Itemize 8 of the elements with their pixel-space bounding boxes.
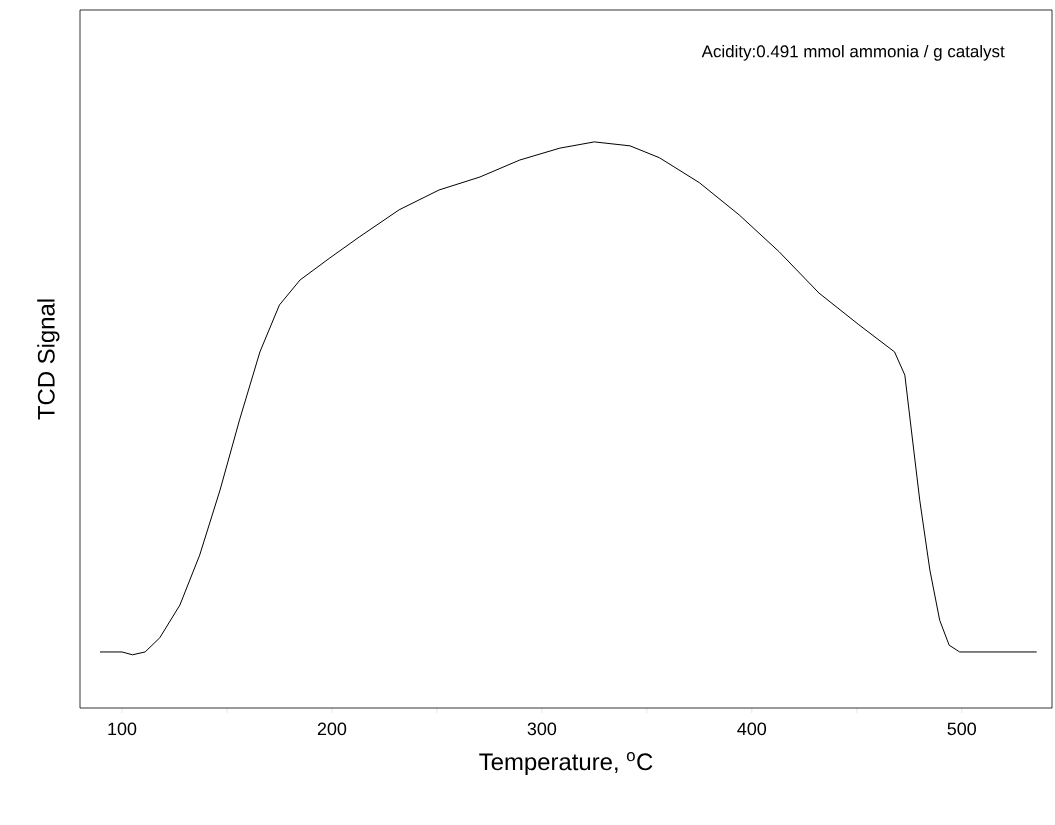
- x-tick-label: 100: [108, 722, 137, 736]
- x-tick-label: 300: [527, 722, 557, 736]
- text: Acidity:0.491 mmol ammonia / g catalyst: [701, 44, 1005, 61]
- x-tick-label: 200: [317, 722, 347, 736]
- x-tick-label: 500: [947, 722, 976, 736]
- y-axis-title: TCD Signal: [37, 299, 60, 420]
- x-axis-title: Temperature, $^{o}$C: [479, 752, 653, 776]
- x-tick-label: 400: [737, 722, 767, 736]
